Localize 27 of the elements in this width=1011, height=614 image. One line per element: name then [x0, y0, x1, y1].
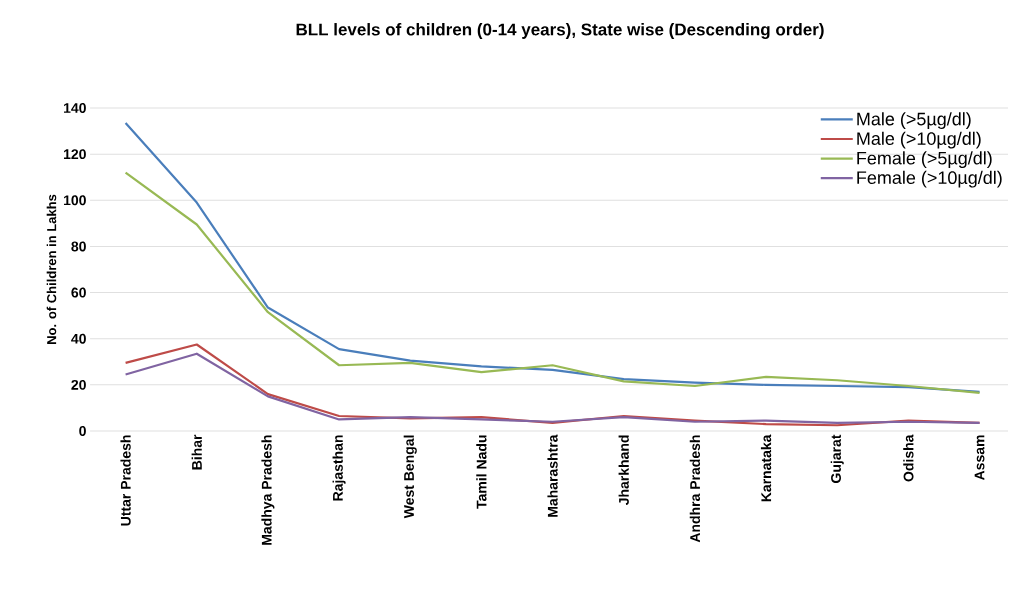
y-tick-label: 140 — [63, 103, 86, 113]
chart-title: BLL levels of children (0-14 years), State wise (Descending order) — [296, 23, 824, 39]
x-tick-label: Uttar Pradesh — [120, 435, 131, 526]
x-tick-label: Maharashtra — [547, 434, 558, 517]
y-tick-label: 20 — [71, 379, 86, 390]
legend-label: Female (>10µg/dl) — [857, 170, 1002, 188]
x-tick-label: Rajasthan — [332, 435, 346, 501]
legend-label: Male (>5µg/dl) — [857, 112, 971, 129]
y-tick-label: 80 — [71, 241, 86, 252]
y-axis-title: No. of Children in Lakhs — [46, 194, 57, 344]
y-tick-label: 120 — [63, 149, 86, 160]
x-tick-label: Jharkhand — [618, 435, 629, 506]
legend-label: Male (>10µg/dl) — [857, 131, 981, 149]
y-tick-label: 100 — [63, 195, 86, 206]
y-tick-label: 0 — [79, 426, 86, 436]
x-tick-label: Assam — [974, 435, 985, 481]
x-tick-label: Bihar — [191, 434, 202, 470]
legend-label: Female (>5µg/dl) — [857, 151, 992, 169]
x-tick-label: West Bengal — [403, 435, 417, 519]
x-tick-label: Odisha — [903, 434, 914, 482]
x-tick-label: Andhra Pradesh — [689, 435, 701, 543]
y-tick-label: 40 — [71, 333, 86, 344]
x-tick-label: Tamil Nadu — [476, 435, 487, 509]
x-tick-label: Madhya Pradesh — [261, 435, 275, 545]
x-tick-label: Karnataka — [760, 434, 772, 502]
x-tick-label: Gujarat — [830, 434, 844, 483]
y-tick-label: 60 — [71, 287, 86, 298]
